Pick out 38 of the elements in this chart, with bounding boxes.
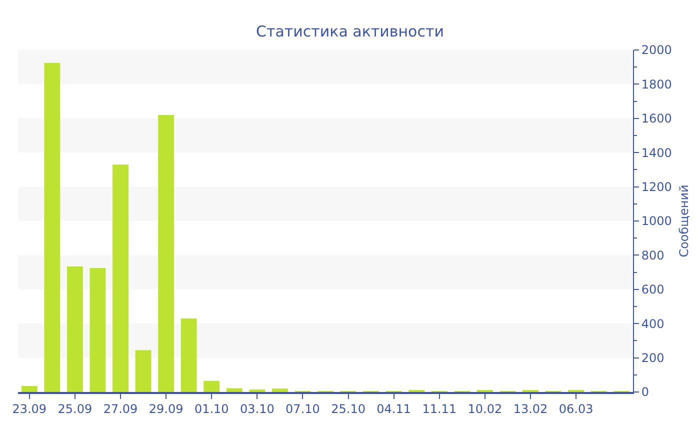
bar [204, 380, 220, 392]
x-tick-label: 25.09 [58, 402, 92, 416]
bar [272, 388, 288, 392]
y-tick-label: 0 [641, 385, 650, 400]
x-tick-label: 01.10 [194, 402, 229, 416]
bar [44, 62, 60, 392]
x-tick-label: 07.10 [286, 402, 320, 416]
y-tick-label: 1000 [641, 214, 672, 228]
bar [66, 266, 83, 392]
y-tick-label: 400 [641, 316, 664, 331]
y-tick-label: 200 [641, 351, 664, 365]
x-tick-label: 23.09 [12, 402, 47, 416]
y-axis-title: Сообщений [676, 184, 691, 258]
x-tick-label: 27.09 [103, 402, 138, 416]
x-tick-label: 29.09 [148, 402, 184, 416]
bar [158, 114, 174, 392]
x-tick-label: 04.11 [376, 402, 412, 416]
x-tick-label: 11.11 [422, 402, 457, 416]
x-tick-label: 06.03 [558, 402, 594, 416]
bar [21, 386, 38, 392]
x-tick-label: 10.02 [468, 402, 502, 416]
y-tick-label: 800 [641, 248, 664, 262]
bar [135, 350, 152, 392]
x-tick-label: 13.02 [513, 402, 548, 416]
bar [90, 268, 106, 392]
y-tick-label: 1400 [641, 146, 672, 160]
y-tick-label: 1800 [641, 77, 672, 92]
y-tick-label: 1200 [641, 180, 672, 194]
x-tick-label: 25.10 [331, 402, 366, 416]
bar [180, 318, 197, 392]
chart-title: Статистика активности [256, 22, 444, 40]
y-tick-label: 2000 [641, 43, 672, 58]
x-tick-label: 03.10 [240, 402, 274, 416]
y-tick-label: 600 [641, 282, 664, 297]
bar [112, 164, 128, 392]
y-tick-label: 1600 [641, 112, 672, 126]
bar [226, 388, 242, 392]
bar [249, 389, 266, 392]
